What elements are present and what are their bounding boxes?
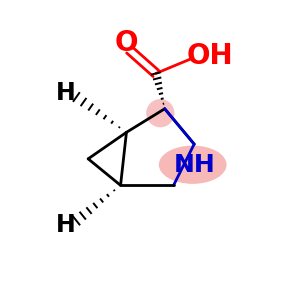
Text: O: O <box>115 28 138 56</box>
Text: OH: OH <box>187 42 234 70</box>
Text: H: H <box>56 213 76 237</box>
Circle shape <box>146 99 174 127</box>
Text: NH: NH <box>173 153 215 177</box>
Text: H: H <box>56 81 76 105</box>
Ellipse shape <box>159 146 226 184</box>
